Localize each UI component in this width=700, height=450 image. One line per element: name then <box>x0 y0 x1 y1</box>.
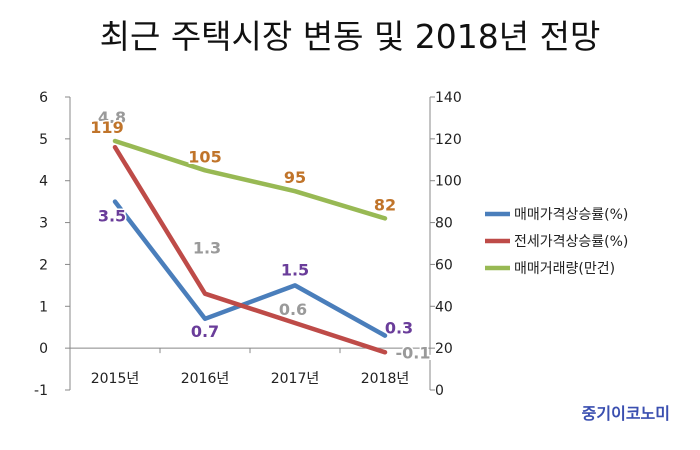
category-label: 2016년 <box>181 371 230 387</box>
left-tick-label: 5 <box>39 132 48 148</box>
right-tick-label: 120 <box>435 132 462 148</box>
left-tick-label: 2 <box>39 257 48 273</box>
left-tick-label: 4 <box>39 174 48 190</box>
category-label: 2015년 <box>91 371 140 387</box>
data-labels: 3.5 0.7 1.5 0.3 4.8 1.3 0.6 -0.1 119 105 95 82 <box>89 107 432 364</box>
data-label: -0.1 <box>396 343 431 362</box>
data-label: 0.3 <box>385 319 413 338</box>
series-group <box>112 138 388 355</box>
data-label: 0.7 <box>191 322 219 341</box>
legend: 매매가격상승률(%) 전세가격상승률(%) 매매거래량(만건) <box>485 207 628 277</box>
data-label: 0.6 <box>279 300 307 319</box>
chart-title: 최근 주택시장 변동 및 2018년 전망 <box>99 17 601 56</box>
right-tick-label: 80 <box>435 216 453 232</box>
right-tick-label: 0 <box>435 383 444 399</box>
category-label: 2017년 <box>271 371 320 387</box>
data-label: 1.3 <box>193 239 221 258</box>
data-label: 95 <box>284 168 306 187</box>
data-label: 1.5 <box>281 260 309 279</box>
right-tick-label: 140 <box>435 90 462 106</box>
brand-logo-text: 중기이코노미 <box>581 404 670 423</box>
right-tick-label: 100 <box>435 174 462 190</box>
left-tick-label: 6 <box>39 90 48 106</box>
left-tick-label: 1 <box>39 299 48 315</box>
data-label: 82 <box>374 195 396 214</box>
left-tick-label: 0 <box>39 341 48 357</box>
series-line-2 <box>112 144 388 355</box>
series-line-1 <box>112 199 388 338</box>
left-tick-label: 3 <box>39 216 48 232</box>
legend-label: 매매거래량(만건) <box>514 261 615 277</box>
data-label: 4.8 <box>98 108 126 127</box>
legend-label: 매매가격상승률(%) <box>514 207 628 223</box>
series-line-3 <box>112 138 388 221</box>
data-label: 119 <box>90 118 123 137</box>
data-label: 105 <box>188 147 221 166</box>
right-tick-label: 40 <box>435 299 453 315</box>
right-tick-label: 60 <box>435 257 453 273</box>
data-label: 3.5 <box>98 207 126 226</box>
right-tick-label: 20 <box>435 341 453 357</box>
left-tick-label: -1 <box>34 383 48 399</box>
legend-label: 전세가격상승률(%) <box>514 234 628 250</box>
category-label: 2018년 <box>361 371 410 387</box>
